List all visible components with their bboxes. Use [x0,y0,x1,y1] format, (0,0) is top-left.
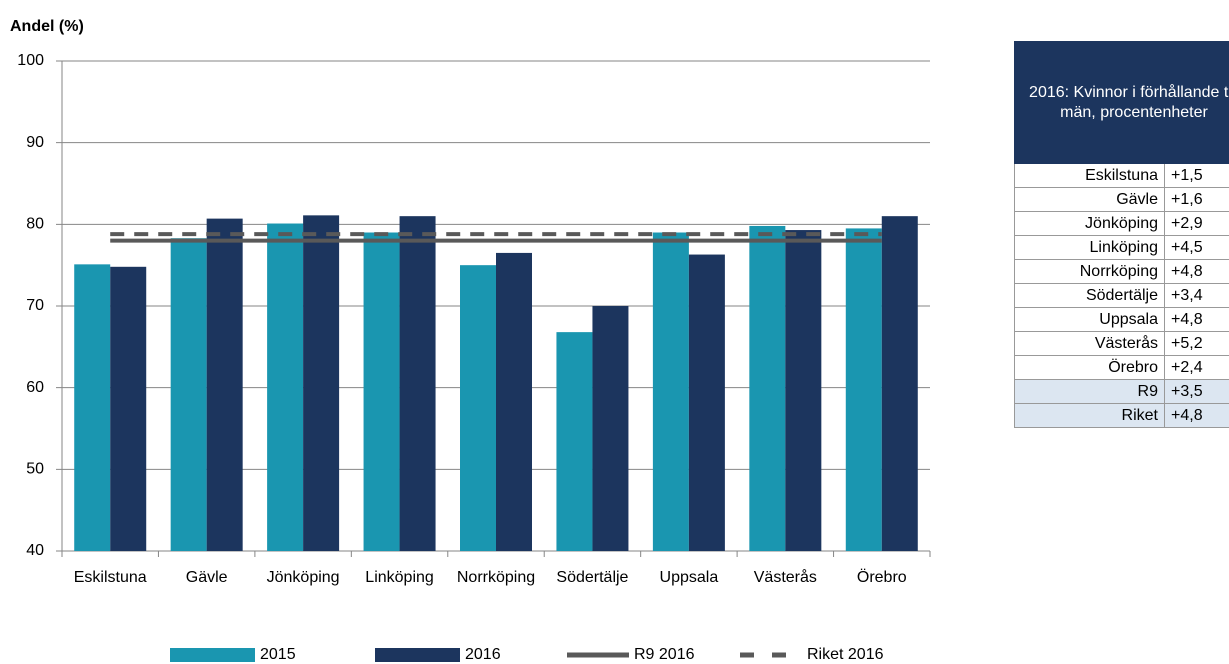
row-name: R9 [1014,379,1165,404]
row-name: Örebro [1014,355,1165,380]
x-tick-label: Västerås [754,568,817,586]
bar [881,216,918,551]
row-name: Linköping [1014,235,1165,260]
row-name: Södertälje [1014,283,1165,308]
row-value: +5,2 [1164,331,1229,356]
bar [399,216,436,551]
x-tick-label: Örebro [857,568,907,586]
table-row: Norrköping +4,8 [1014,259,1229,284]
y-tick-label: 40 [26,542,44,559]
row-name: Eskilstuna [1014,163,1165,188]
legend-label: R9 2016 [634,646,695,663]
x-tick-label: Uppsala [660,569,719,586]
bar [652,232,689,551]
bar [688,254,725,552]
legend-label: Riket 2016 [807,646,884,663]
row-value: +2,4 [1164,355,1229,380]
bar [496,252,532,551]
bar [363,232,400,551]
x-tick-label: Norrköping [457,569,535,586]
bar [592,306,629,551]
row-value: +4,8 [1164,403,1229,428]
row-name: Riket [1014,403,1165,428]
row-name: Västerås [1014,331,1165,356]
y-tick-label: 100 [17,52,44,69]
row-name: Gävle [1014,187,1165,212]
x-tick-label: Södertälje [556,569,628,586]
table-row: R9 +3,5 [1014,379,1229,404]
y-tick-label: 90 [26,134,44,151]
y-tick-label: 50 [26,461,44,478]
chart: Andel (%) 40 50 60 70 80 90 100 Eskilstuna Gävle… [10,18,931,663]
row-name: Jönköping [1014,211,1165,236]
row-value: +4,5 [1164,235,1229,260]
difference-table: 2016: Kvinnor i förhållande till män, pr… [1014,41,1229,428]
row-name: Uppsala [1014,307,1165,332]
row-value: +4,8 [1164,307,1229,332]
bar [303,215,340,551]
y-tick-label: 60 [26,379,44,396]
x-tick-label: Gävle [186,569,228,586]
y-tick-label: 70 [26,297,44,314]
y-tick-label: 80 [26,216,44,233]
legend-label: 2016 [465,646,501,663]
row-value: +1,6 [1164,187,1229,212]
row-value: +2,9 [1164,211,1229,236]
row-value: +3,4 [1164,283,1229,308]
row-name: Norrköping [1014,259,1165,284]
row-value: +1,5 [1164,163,1229,188]
table-row: Uppsala +4,8 [1014,307,1229,332]
bar [170,238,207,551]
table-row: Örebro +2,4 [1014,355,1229,380]
row-value: +4,8 [1164,259,1229,284]
bar [267,223,304,551]
table-row: Linköping +4,5 [1014,235,1229,260]
table-container: 2016: Kvinnor i förhållande till män, pr… [1014,41,1229,428]
bar [74,264,111,551]
table-row: Västerås +5,2 [1014,331,1229,356]
bar [556,332,593,551]
bar [206,218,243,551]
x-tick-label: Linköping [365,569,434,586]
x-tick-label: Eskilstuna [74,569,147,586]
table-row: Gävle +1,6 [1014,187,1229,212]
table-row: Eskilstuna +1,5 [1014,163,1229,188]
bar [749,225,786,551]
bar [785,230,822,552]
bar [845,228,882,551]
row-value: +3,5 [1164,379,1229,404]
legend-swatch [170,648,255,662]
table-row: Jönköping +2,9 [1014,211,1229,236]
legend-label: 2015 [260,646,296,663]
table-row: Södertälje +3,4 [1014,283,1229,308]
legend-swatch [375,648,460,662]
table-header: 2016: Kvinnor i förhållande till män, pr… [1014,41,1229,164]
x-tick-label: Jönköping [267,569,340,586]
y-axis-label: Andel (%) [10,18,84,35]
bar [110,266,147,551]
bar [460,265,496,551]
table-row: Riket +4,8 [1014,403,1229,428]
